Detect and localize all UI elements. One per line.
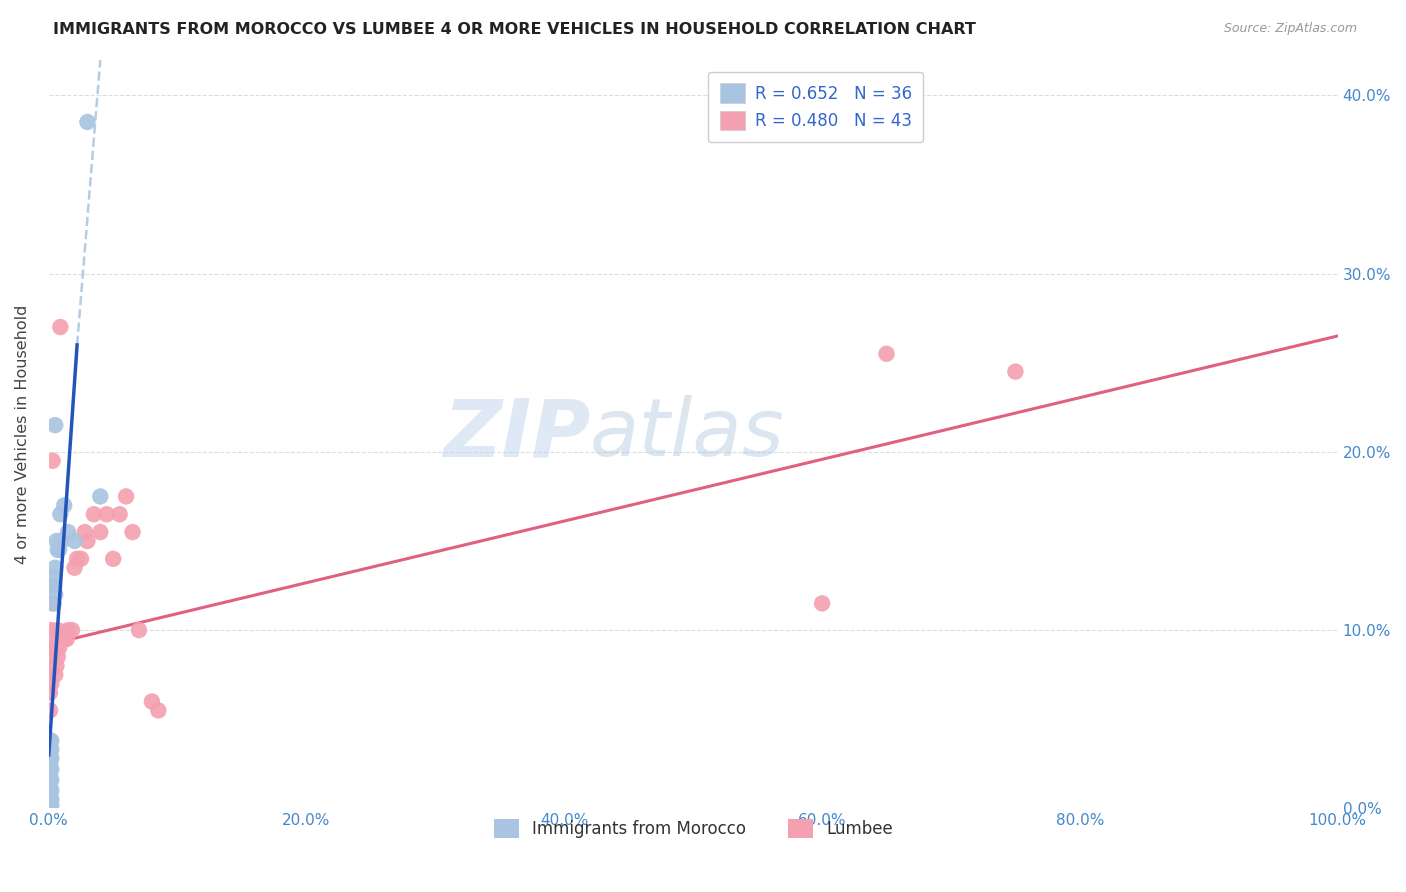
Point — [39, 787, 62, 801]
Text: atlas: atlas — [591, 395, 785, 473]
Text: ZIP: ZIP — [443, 395, 591, 473]
Point — [56, 525, 79, 540]
Point — [41, 751, 63, 765]
Point — [41, 596, 63, 610]
Point — [76, 534, 98, 549]
Point — [41, 623, 63, 637]
Point — [39, 640, 62, 655]
Point — [148, 703, 170, 717]
Point — [41, 792, 63, 806]
Point — [89, 525, 111, 540]
Point — [41, 640, 63, 655]
Point — [121, 525, 143, 540]
Text: IMMIGRANTS FROM MOROCCO VS LUMBEE 4 OR MORE VEHICLES IN HOUSEHOLD CORRELATION CH: IMMIGRANTS FROM MOROCCO VS LUMBEE 4 OR M… — [53, 22, 976, 37]
Point — [103, 551, 125, 566]
Y-axis label: 4 or more Vehicles in Household: 4 or more Vehicles in Household — [15, 304, 30, 564]
Point — [42, 578, 65, 592]
Point — [811, 596, 834, 610]
Point — [41, 569, 63, 583]
Point — [76, 115, 98, 129]
Point — [41, 772, 63, 787]
Point — [39, 667, 62, 681]
Point — [60, 623, 83, 637]
Point — [39, 769, 62, 783]
Point — [46, 623, 69, 637]
Point — [49, 508, 72, 522]
Point — [83, 508, 105, 522]
Point — [39, 756, 62, 771]
Point — [41, 797, 63, 812]
Point — [63, 560, 86, 574]
Point — [39, 762, 62, 776]
Point — [41, 454, 63, 468]
Point — [39, 739, 62, 753]
Point — [41, 762, 63, 776]
Point — [44, 560, 66, 574]
Point — [44, 418, 66, 433]
Point — [51, 534, 73, 549]
Point — [46, 542, 69, 557]
Point — [41, 733, 63, 747]
Point — [45, 632, 67, 646]
Point — [66, 551, 89, 566]
Point — [44, 667, 66, 681]
Point — [41, 676, 63, 690]
Point — [39, 747, 62, 762]
Point — [44, 587, 66, 601]
Point — [1004, 365, 1026, 379]
Point — [39, 796, 62, 810]
Text: Source: ZipAtlas.com: Source: ZipAtlas.com — [1223, 22, 1357, 36]
Point — [51, 632, 73, 646]
Point — [70, 551, 93, 566]
Point — [49, 320, 72, 334]
Point — [39, 774, 62, 789]
Point — [63, 534, 86, 549]
Point — [41, 783, 63, 797]
Point — [73, 525, 96, 540]
Point — [39, 703, 62, 717]
Point — [39, 792, 62, 806]
Point — [39, 733, 62, 747]
Point — [44, 640, 66, 655]
Point — [46, 649, 69, 664]
Point — [876, 347, 898, 361]
Point — [42, 596, 65, 610]
Point — [39, 780, 62, 794]
Point — [48, 542, 70, 557]
Point — [41, 649, 63, 664]
Legend: Immigrants from Morocco, Lumbee: Immigrants from Morocco, Lumbee — [486, 813, 900, 845]
Point — [56, 632, 79, 646]
Point — [42, 578, 65, 592]
Point — [41, 742, 63, 756]
Point — [39, 685, 62, 699]
Point — [42, 640, 65, 655]
Point — [45, 658, 67, 673]
Point — [128, 623, 150, 637]
Point — [115, 490, 138, 504]
Point — [96, 508, 118, 522]
Point — [53, 632, 76, 646]
Point — [108, 508, 131, 522]
Point — [39, 799, 62, 814]
Point — [89, 490, 111, 504]
Point — [45, 534, 67, 549]
Point — [53, 499, 76, 513]
Point — [48, 640, 70, 655]
Point — [141, 694, 163, 708]
Point — [56, 623, 79, 637]
